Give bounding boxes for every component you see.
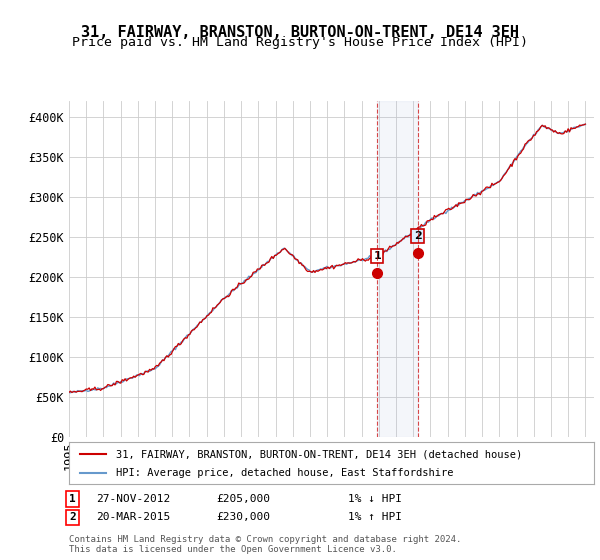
Text: Contains HM Land Registry data © Crown copyright and database right 2024.
This d: Contains HM Land Registry data © Crown c… <box>69 535 461 554</box>
Text: 1: 1 <box>373 251 381 261</box>
Text: 2: 2 <box>69 512 76 522</box>
Text: 2: 2 <box>413 231 421 241</box>
Text: 1% ↓ HPI: 1% ↓ HPI <box>348 494 402 504</box>
Text: 31, FAIRWAY, BRANSTON, BURTON-ON-TRENT, DE14 3EH (detached house): 31, FAIRWAY, BRANSTON, BURTON-ON-TRENT, … <box>116 449 523 459</box>
Bar <box>377 101 418 437</box>
Text: HPI: Average price, detached house, East Staffordshire: HPI: Average price, detached house, East… <box>116 468 454 478</box>
Text: Price paid vs. HM Land Registry's House Price Index (HPI): Price paid vs. HM Land Registry's House … <box>72 36 528 49</box>
Text: 31, FAIRWAY, BRANSTON, BURTON-ON-TRENT, DE14 3EH: 31, FAIRWAY, BRANSTON, BURTON-ON-TRENT, … <box>81 25 519 40</box>
Text: £205,000: £205,000 <box>216 494 270 504</box>
Text: 27-NOV-2012: 27-NOV-2012 <box>96 494 170 504</box>
Text: 1: 1 <box>69 494 76 504</box>
Text: 20-MAR-2015: 20-MAR-2015 <box>96 512 170 522</box>
Text: 1% ↑ HPI: 1% ↑ HPI <box>348 512 402 522</box>
Text: £230,000: £230,000 <box>216 512 270 522</box>
